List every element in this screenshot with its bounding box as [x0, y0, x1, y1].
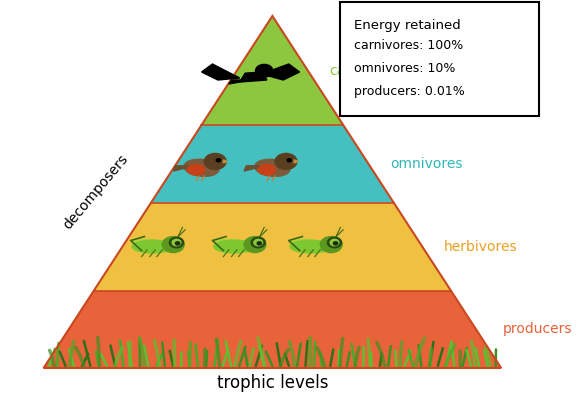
Text: decomposers: decomposers — [60, 152, 130, 232]
Circle shape — [327, 237, 342, 248]
Circle shape — [162, 236, 184, 252]
Ellipse shape — [215, 240, 248, 247]
Circle shape — [255, 64, 273, 77]
Polygon shape — [201, 16, 343, 125]
Circle shape — [275, 154, 297, 170]
Circle shape — [287, 159, 291, 162]
Ellipse shape — [292, 240, 324, 247]
Ellipse shape — [187, 165, 205, 175]
Ellipse shape — [255, 159, 290, 176]
Ellipse shape — [214, 240, 255, 253]
Polygon shape — [294, 160, 298, 163]
Circle shape — [169, 237, 184, 248]
Polygon shape — [229, 80, 245, 84]
Text: omnivores: omnivores — [390, 157, 463, 171]
Text: omnivores: 10%: omnivores: 10% — [354, 62, 455, 75]
Circle shape — [244, 236, 266, 252]
Circle shape — [204, 154, 226, 170]
Polygon shape — [244, 166, 262, 171]
Text: producers: producers — [503, 322, 572, 336]
Polygon shape — [173, 166, 191, 171]
Polygon shape — [240, 72, 267, 82]
Circle shape — [251, 237, 265, 248]
Circle shape — [330, 239, 339, 246]
Polygon shape — [262, 64, 300, 80]
Circle shape — [172, 239, 181, 246]
Circle shape — [254, 239, 263, 246]
Ellipse shape — [290, 240, 331, 253]
Text: carnivores: 100%: carnivores: 100% — [354, 39, 463, 52]
Circle shape — [216, 159, 220, 162]
Ellipse shape — [133, 240, 166, 247]
Ellipse shape — [184, 159, 219, 176]
Polygon shape — [44, 290, 501, 368]
Circle shape — [175, 242, 180, 245]
Text: trophic levels: trophic levels — [216, 374, 328, 392]
Polygon shape — [94, 202, 451, 290]
Text: producers: 0.01%: producers: 0.01% — [354, 85, 465, 98]
Ellipse shape — [132, 240, 173, 253]
Polygon shape — [223, 160, 227, 163]
Text: Energy retained: Energy retained — [354, 19, 461, 32]
Polygon shape — [151, 125, 394, 202]
Text: carnivores: carnivores — [329, 64, 402, 78]
Circle shape — [257, 242, 262, 245]
Polygon shape — [202, 64, 240, 80]
Circle shape — [320, 236, 342, 252]
FancyBboxPatch shape — [340, 2, 539, 116]
Text: herbivores: herbivores — [444, 240, 518, 254]
Circle shape — [334, 242, 338, 245]
Ellipse shape — [258, 165, 276, 175]
